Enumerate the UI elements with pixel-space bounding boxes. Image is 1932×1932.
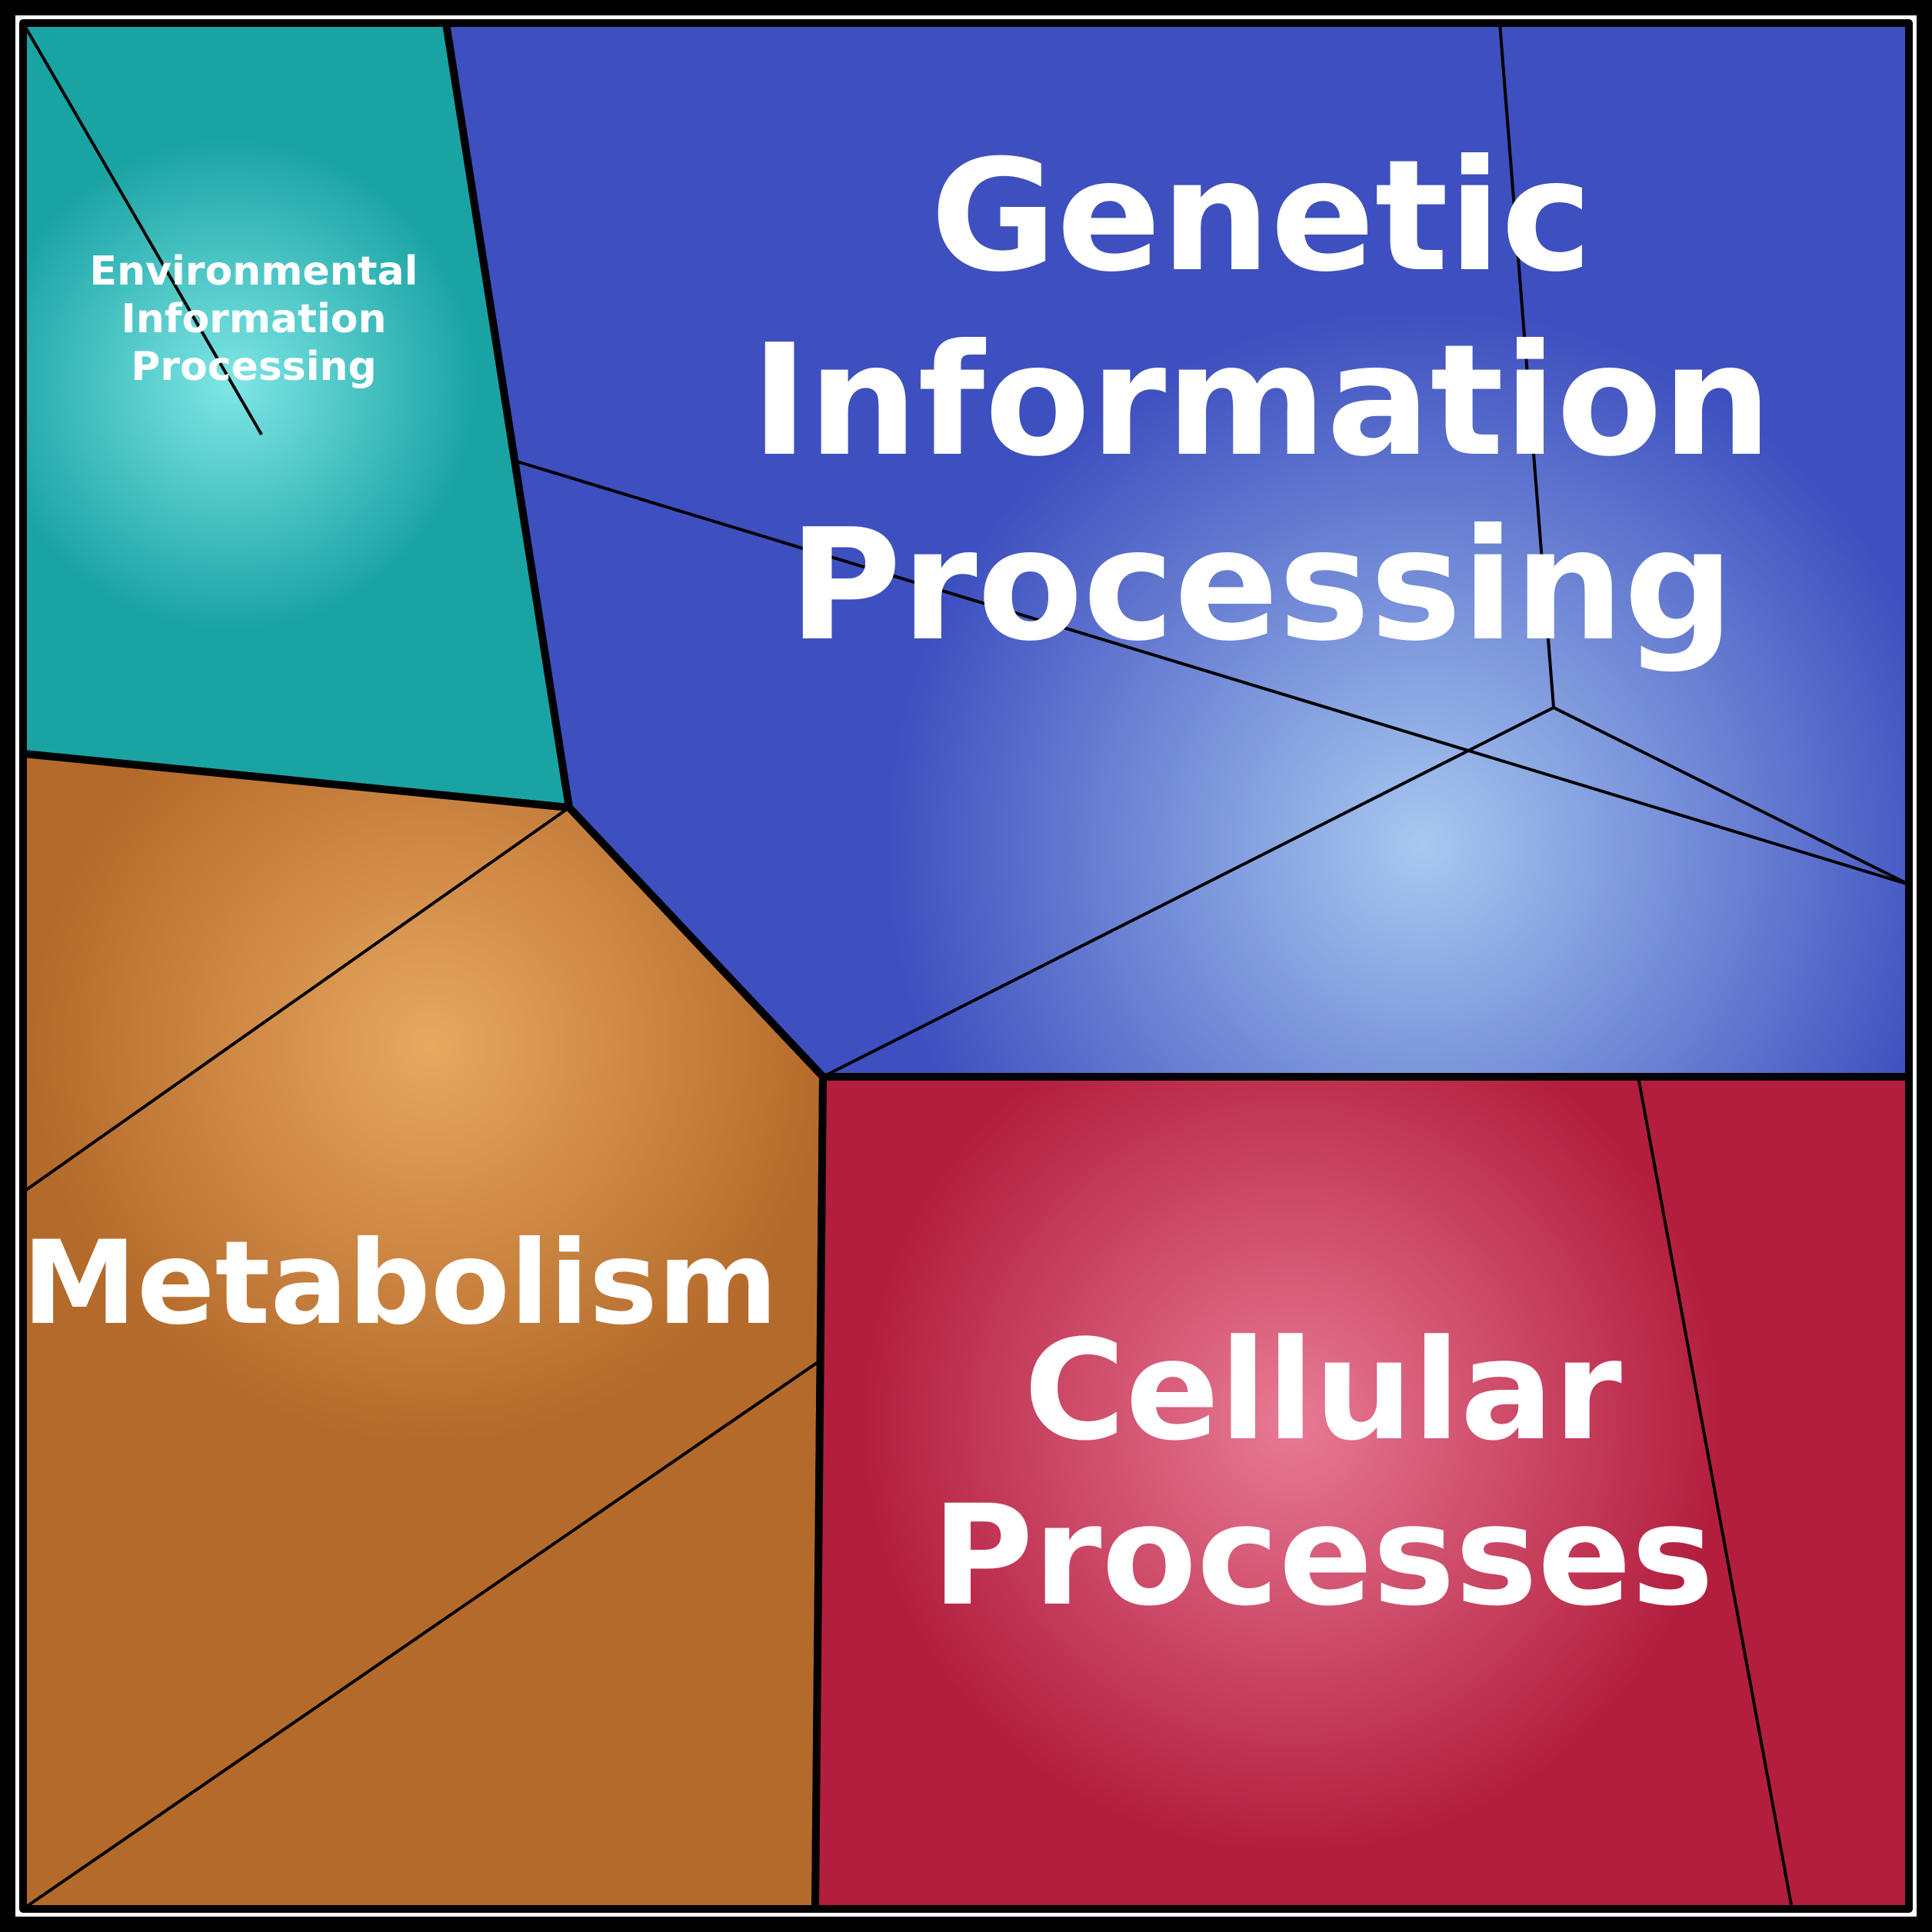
label-env-info: EnvironmentalInformationProcessing bbox=[90, 248, 418, 390]
label-metabolism: Metabolism bbox=[22, 1217, 778, 1351]
chart-svg: EnvironmentalInformationProcessingGeneti… bbox=[0, 0, 1932, 1932]
voronoi-treemap-diagram: EnvironmentalInformationProcessingGeneti… bbox=[0, 0, 1932, 1932]
